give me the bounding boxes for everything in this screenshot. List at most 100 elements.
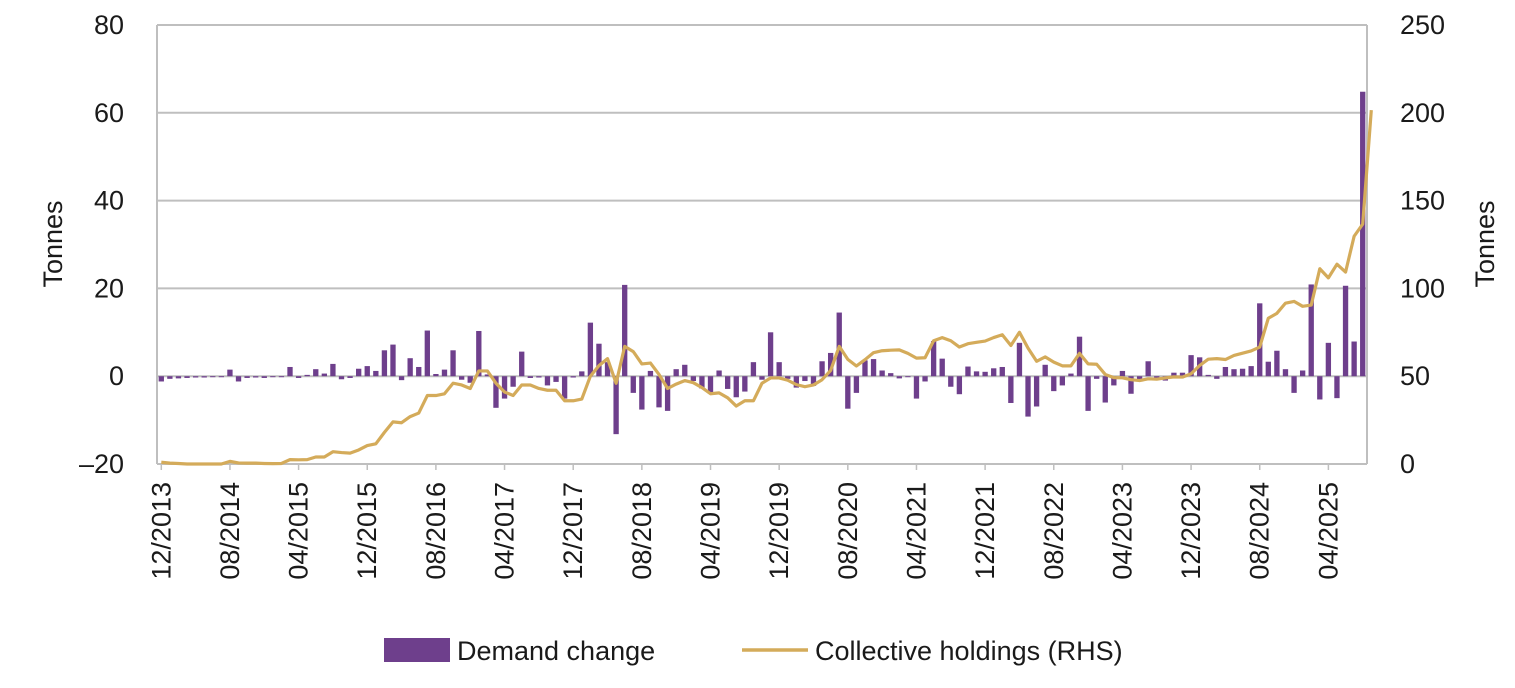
demand-bar [519,351,525,377]
demand-bar [304,374,310,377]
demand-bar [373,370,379,377]
demand-change-bars [158,91,1366,435]
demand-bar [1282,369,1289,377]
x-axis-ticks: 12/2013 08/2014 04/2015 12/2015 08/2016 04/20… [146,464,1343,580]
demand-bar [613,376,619,435]
demand-bar [862,360,868,377]
demand-bar [673,369,679,377]
demand-bar [1102,376,1108,403]
demand-bar [536,376,542,378]
demand-bar [690,376,697,382]
demand-bar [561,376,568,399]
demand-bar [656,376,662,408]
demand-bar [381,350,388,377]
demand-bar [793,376,799,388]
demand-bar [433,374,439,377]
demand-bar [579,371,585,377]
demand-bar [313,369,319,377]
demand-bar [776,362,782,377]
gridlines [157,24,1367,465]
demand-bar [1033,376,1040,407]
x-tick-label: 04/2019 [696,482,726,580]
demand-bar [982,371,988,377]
x-tick-label: 08/2022 [1039,482,1069,580]
demand-bar [1257,303,1263,377]
demand-bar [1214,376,1220,379]
demand-bar [278,376,285,378]
demand-bar [896,376,902,379]
demand-bar [853,376,860,393]
demand-bar [158,376,164,382]
legend: Demand change Collective holdings (RHS) [384,636,1123,666]
demand-bar [1308,284,1314,377]
demand-bar [270,376,276,378]
right-tick-label: 250 [1400,10,1445,40]
demand-bar [527,376,533,378]
x-tick-label: 04/2025 [1313,482,1343,580]
demand-bar [973,371,980,377]
demand-bar [476,330,482,377]
x-tick-label: 08/2014 [215,482,245,580]
x-tick-label: 12/2015 [352,482,382,580]
demand-bar [1265,361,1271,377]
demand-bar [1145,361,1151,377]
demand-bar [201,376,207,378]
demand-bar [1231,369,1237,377]
demand-bar [321,373,327,377]
demand-bar [630,376,636,393]
demand-bar [1291,376,1297,393]
left-y-axis-ticks: –20 0 20 40 60 80 [79,10,124,479]
demand-bar [330,363,336,377]
demand-bar [699,376,705,389]
demand-bar [1171,372,1177,377]
demand-bar [570,376,576,378]
right-tick-label: 100 [1400,273,1445,303]
demand-bar [733,376,739,398]
x-tick-label: 08/2018 [627,482,657,580]
demand-bar [364,366,370,377]
demand-bar [450,350,456,377]
demand-bar [1042,364,1048,377]
legend-bar-swatch [384,638,450,662]
demand-bar [1059,376,1066,386]
demand-bar [253,376,259,378]
demand-bar [1085,376,1091,411]
demand-bar [1360,91,1366,377]
demand-bar [244,376,250,378]
x-tick-label: 04/2023 [1107,482,1137,580]
demand-bar [1205,374,1211,377]
demand-bar [1334,376,1340,399]
right-tick-label: 50 [1400,361,1430,391]
demand-bar [913,376,920,399]
demand-bar [1248,366,1254,377]
left-tick-label: 0 [109,361,124,391]
demand-bar [416,366,422,377]
demand-bar [759,376,765,380]
demand-bar [167,376,173,379]
demand-bar [587,322,594,377]
x-tick-label: 08/2020 [833,482,863,580]
left-tick-label: 80 [94,10,124,40]
demand-bar [441,369,448,377]
left-tick-label: 40 [94,186,124,216]
demand-bar [879,370,885,377]
demand-bar [484,374,491,377]
right-tick-label: 200 [1400,98,1445,128]
x-tick-label: 04/2015 [284,482,314,580]
demand-bar [716,370,722,377]
demand-bar [1008,376,1014,403]
demand-bar [802,376,808,382]
x-tick-label: 12/2021 [970,482,1000,580]
demand-bar [261,376,267,378]
demand-bar [1076,336,1083,377]
demand-bar [1317,376,1323,400]
demand-bar [553,376,559,382]
right-tick-label: 0 [1400,449,1415,479]
demand-bar [965,366,971,377]
demand-bar [1342,285,1349,377]
demand-bar [1179,372,1186,377]
demand-bar [1351,341,1357,377]
demand-bar [664,376,671,411]
demand-bar [390,344,396,377]
demand-bar [493,376,499,408]
